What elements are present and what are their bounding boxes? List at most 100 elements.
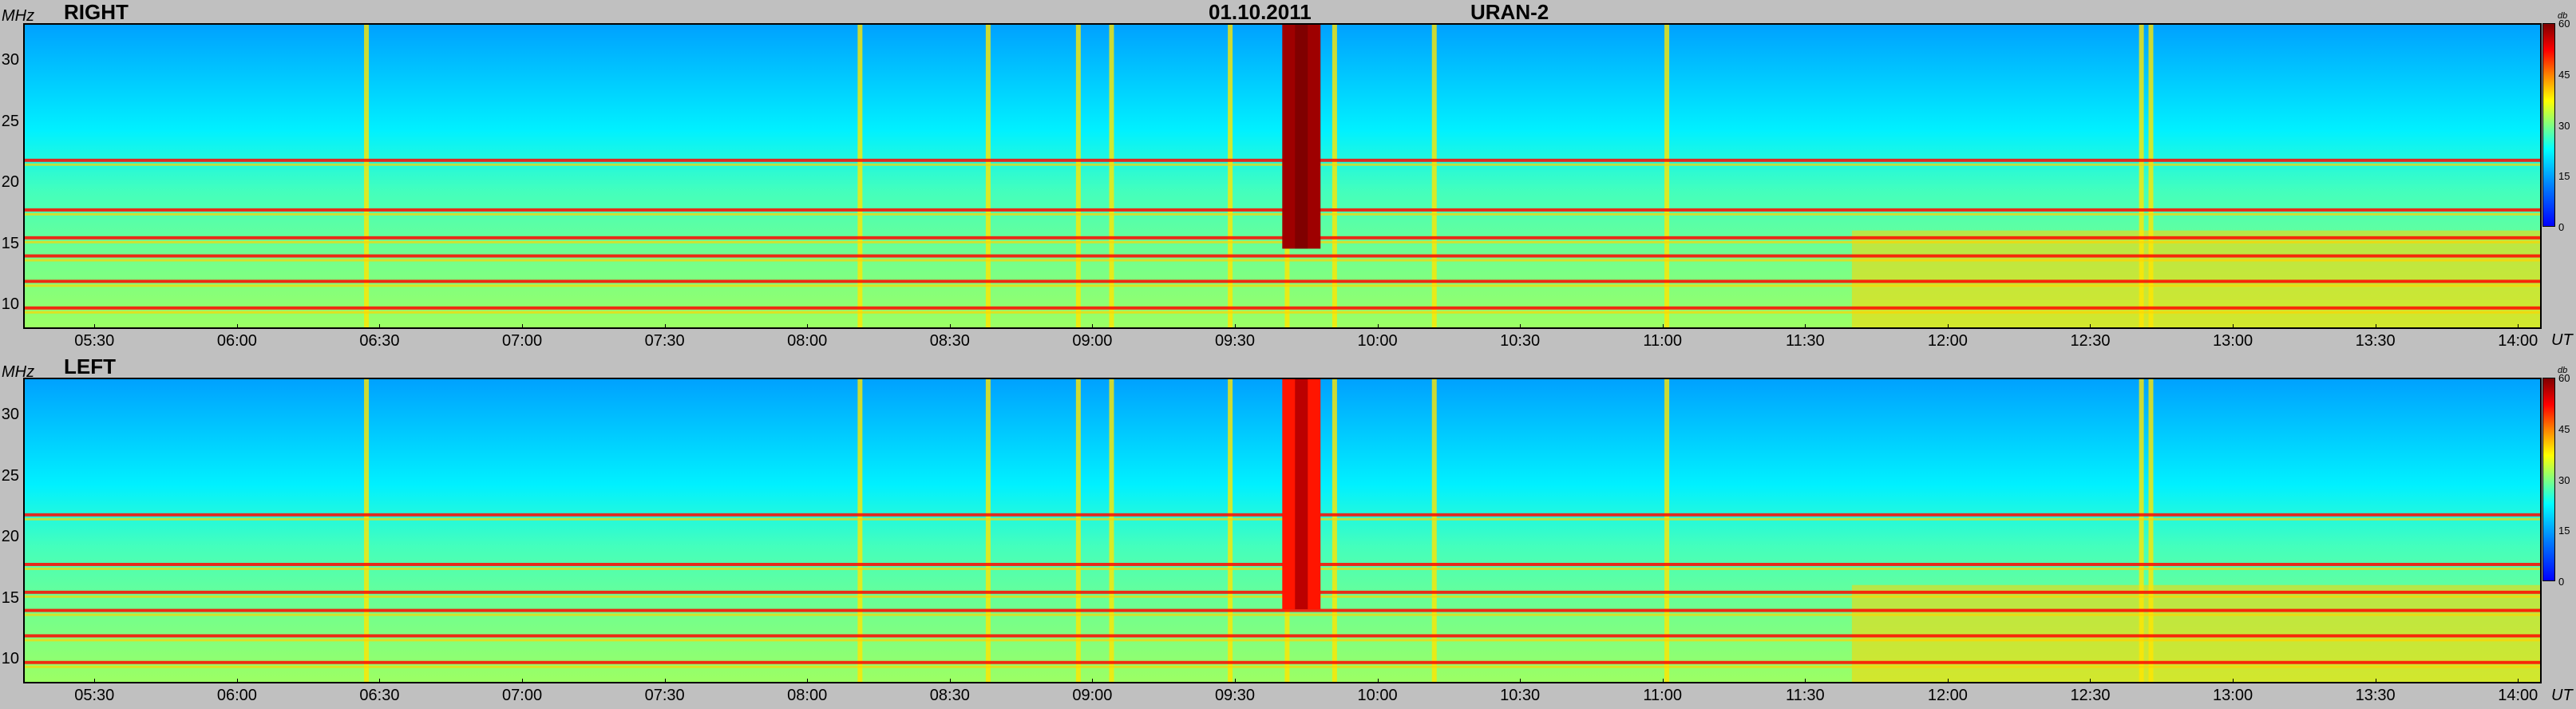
x-tick-mark bbox=[1662, 679, 1664, 683]
x-tick-mark bbox=[1947, 679, 1949, 683]
vertical-feature bbox=[2139, 379, 2144, 682]
horizontal-band-edge bbox=[25, 639, 2540, 642]
vertical-feature bbox=[1431, 379, 1437, 682]
x-tick-mark bbox=[1377, 679, 1379, 683]
horizontal-band bbox=[25, 660, 2540, 664]
colorbar-tick-label: 30 bbox=[2558, 119, 2570, 132]
x-tick-mark bbox=[949, 679, 951, 683]
panel-left-title: LEFT bbox=[64, 354, 116, 378]
vertical-feature bbox=[364, 25, 370, 327]
x-tick-label: 13:30 bbox=[2355, 332, 2396, 350]
x-tick-mark bbox=[522, 324, 524, 329]
x-tick-mark bbox=[2233, 679, 2234, 683]
x-tick-label: 08:00 bbox=[787, 332, 828, 350]
x-tick-mark bbox=[949, 324, 951, 329]
vertical-feature bbox=[1664, 25, 1670, 327]
x-tick-mark bbox=[522, 679, 524, 683]
x-tick-label: 08:30 bbox=[929, 687, 970, 704]
vertical-feature bbox=[857, 379, 863, 682]
panel-right-heatmap bbox=[25, 25, 2540, 327]
x-tick-label: 14:00 bbox=[2498, 332, 2538, 350]
x-tick-mark bbox=[2518, 679, 2519, 683]
x-tick-label: 07:30 bbox=[644, 332, 685, 350]
horizontal-band bbox=[25, 279, 2540, 283]
vertical-feature bbox=[1109, 25, 1114, 327]
x-tick-mark bbox=[1662, 324, 1664, 329]
y-tick-label: 20 bbox=[1, 528, 19, 546]
y-tick-label: 10 bbox=[1, 650, 19, 668]
x-tick-mark bbox=[94, 324, 96, 329]
x-tick-label: 09:00 bbox=[1072, 687, 1113, 704]
x-tick-mark bbox=[2518, 324, 2519, 329]
colorbar-tick-label: 15 bbox=[2558, 170, 2570, 183]
x-tick-mark bbox=[1092, 679, 1094, 683]
panel-left-spectrogram bbox=[23, 378, 2542, 683]
x-tick-label: 05:30 bbox=[74, 332, 115, 350]
horizontal-band bbox=[25, 254, 2540, 258]
colorbar-tick-label: 0 bbox=[2558, 576, 2565, 588]
vertical-feature bbox=[1664, 379, 1670, 682]
x-tick-mark bbox=[1234, 324, 1236, 329]
y-tick-label: 30 bbox=[1, 50, 19, 69]
horizontal-band-edge bbox=[25, 613, 2540, 616]
panel-left-colorbar bbox=[2542, 378, 2555, 581]
y-tick-label: 25 bbox=[1, 466, 19, 485]
x-tick-label: 13:00 bbox=[2213, 687, 2254, 704]
strong-burst-core bbox=[1295, 25, 1308, 249]
x-tick-label: 14:00 bbox=[2498, 687, 2538, 704]
x-tick-label: 05:30 bbox=[74, 687, 115, 704]
panel-right-spectrogram bbox=[23, 23, 2542, 329]
y-tick-label: 30 bbox=[1, 405, 19, 423]
panel-left-ylabel: MHz bbox=[2, 363, 35, 381]
x-tick-mark bbox=[664, 679, 666, 683]
x-tick-label: 08:30 bbox=[929, 332, 970, 350]
y-tick-label: 25 bbox=[1, 112, 19, 130]
x-tick-label: 13:00 bbox=[2213, 332, 2254, 350]
x-tick-label: 09:00 bbox=[1072, 332, 1113, 350]
x-tick-label: 07:30 bbox=[644, 687, 685, 704]
x-tick-mark bbox=[664, 324, 666, 329]
x-tick-label: 06:00 bbox=[216, 687, 257, 704]
colorbar-tick-label: 0 bbox=[2558, 221, 2565, 233]
horizontal-band-edge bbox=[25, 259, 2540, 262]
x-tick-mark bbox=[379, 324, 381, 329]
x-tick-mark bbox=[1805, 324, 1806, 329]
instrument-label: URAN-2 bbox=[1470, 0, 1549, 24]
y-tick-label: 15 bbox=[1, 588, 19, 607]
panel-left-colorbar-unit: db bbox=[2558, 366, 2568, 375]
date-label: 01.10.2011 bbox=[1209, 0, 1312, 24]
x-tick-mark bbox=[379, 679, 381, 683]
colorbar-tick-label: 60 bbox=[2558, 372, 2570, 384]
x-tick-mark bbox=[94, 679, 96, 683]
x-tick-mark bbox=[1520, 324, 1521, 329]
x-tick-label: 11:00 bbox=[1643, 687, 1682, 704]
strong-burst-core bbox=[1295, 379, 1308, 610]
vertical-feature bbox=[2148, 379, 2154, 682]
vertical-feature bbox=[2148, 25, 2154, 327]
vertical-feature bbox=[1109, 379, 1114, 682]
x-tick-mark bbox=[2090, 324, 2091, 329]
x-tick-mark bbox=[1947, 324, 1949, 329]
vertical-feature bbox=[1075, 379, 1081, 682]
x-tick-mark bbox=[236, 679, 238, 683]
x-tick-label: 11:30 bbox=[1786, 332, 1825, 350]
x-tick-mark bbox=[1377, 324, 1379, 329]
x-tick-mark bbox=[807, 324, 809, 329]
x-tick-label: 06:30 bbox=[359, 332, 400, 350]
x-tick-label: 10:00 bbox=[1357, 687, 1398, 704]
x-tick-label: 09:30 bbox=[1214, 687, 1255, 704]
x-tick-label: 06:00 bbox=[216, 332, 257, 350]
x-tick-mark bbox=[2090, 679, 2091, 683]
x-tick-label: 08:00 bbox=[787, 687, 828, 704]
x-tick-label: 07:00 bbox=[502, 687, 543, 704]
panel-right-ylabel: MHz bbox=[2, 7, 35, 25]
vertical-feature bbox=[1075, 25, 1081, 327]
vertical-feature bbox=[364, 379, 370, 682]
x-tick-mark bbox=[2233, 324, 2234, 329]
panel-right-colorbar bbox=[2542, 23, 2555, 227]
colorbar-tick-label: 30 bbox=[2558, 473, 2570, 486]
horizontal-band-edge bbox=[25, 311, 2540, 314]
x-tick-label: 10:30 bbox=[1500, 687, 1541, 704]
x-tick-label: 10:30 bbox=[1500, 332, 1541, 350]
x-tick-label: 06:30 bbox=[359, 687, 400, 704]
